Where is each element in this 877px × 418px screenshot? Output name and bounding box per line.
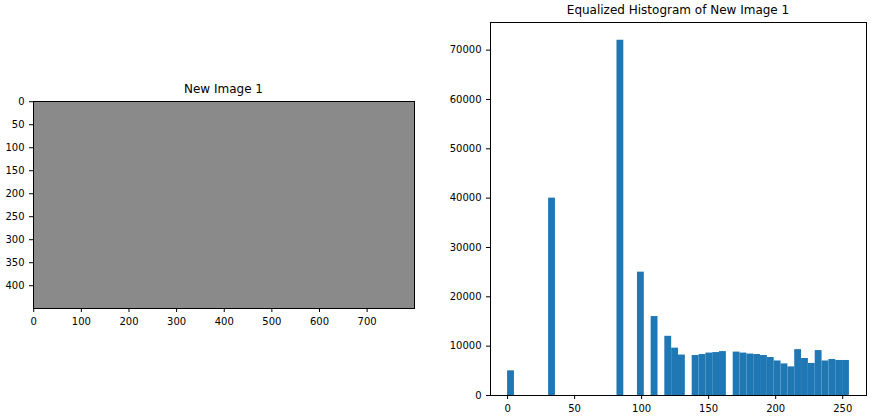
svg-text:100: 100 (632, 403, 651, 414)
svg-text:500: 500 (262, 316, 281, 327)
svg-text:250: 250 (5, 211, 24, 222)
svg-text:40000: 40000 (450, 192, 482, 203)
svg-text:70000: 70000 (450, 44, 482, 55)
svg-text:50: 50 (568, 403, 581, 414)
svg-text:150: 150 (5, 165, 24, 176)
html-text:New Image 1: New Image 1 (184, 82, 263, 96)
svg-text:200: 200 (766, 403, 785, 414)
svg-text:0: 0 (18, 96, 24, 107)
svg-text:30000: 30000 (450, 242, 482, 253)
svg-text:0: 0 (31, 316, 37, 327)
svg-text:0: 0 (504, 403, 510, 414)
svg-text:50000: 50000 (450, 143, 482, 154)
svg-text:350: 350 (5, 257, 24, 268)
svg-text:300: 300 (5, 234, 24, 245)
svg-text:100: 100 (5, 142, 24, 153)
svg-text:600: 600 (310, 316, 329, 327)
svg-text:400: 400 (5, 280, 24, 291)
svg-text:20000: 20000 (450, 291, 482, 302)
svg-text:100: 100 (72, 316, 91, 327)
svg-text:60000: 60000 (450, 94, 482, 105)
svg-text:400: 400 (215, 316, 234, 327)
svg-text:10000: 10000 (450, 340, 482, 351)
svg-text:0: 0 (475, 390, 481, 401)
svg-text:50: 50 (12, 119, 25, 130)
svg-text:300: 300 (167, 316, 186, 327)
html-text:Equalized Histogram of New Ima: Equalized Histogram of New Image 1 (566, 3, 790, 17)
svg-text:200: 200 (5, 188, 24, 199)
svg-text:200: 200 (119, 316, 138, 327)
svg-text:250: 250 (833, 403, 852, 414)
svg-text:700: 700 (358, 316, 377, 327)
svg-text:150: 150 (699, 403, 718, 414)
